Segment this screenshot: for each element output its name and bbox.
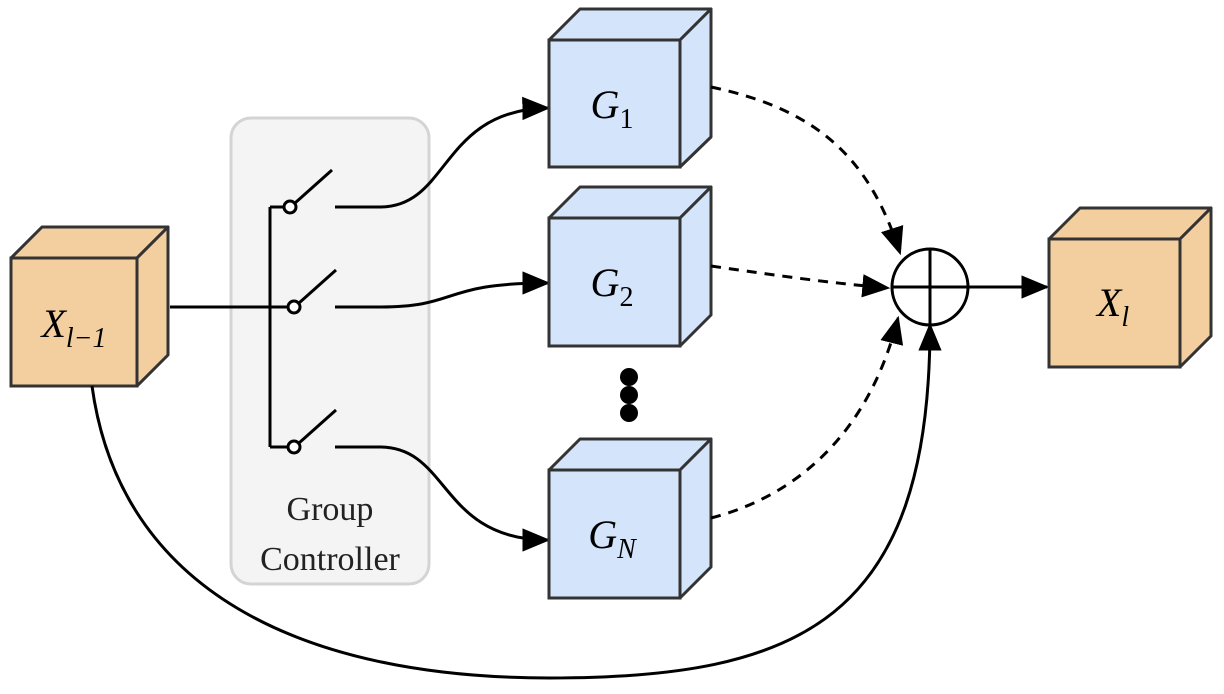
group-2-label: G2 [591, 260, 634, 313]
controller-label-line1: Group [287, 491, 374, 528]
arrow-to-group-n [335, 445, 551, 552]
controller-label-line2: Controller [260, 541, 400, 578]
switch-1-icon [282, 168, 333, 215]
skip-connection-arrow [90, 322, 942, 680]
input-cube [9, 225, 170, 388]
output-cube [1047, 206, 1213, 369]
group-controller-panel [229, 116, 431, 586]
input-cube-label: Xl−1 [39, 301, 106, 354]
dashed-arrow-group-n [710, 315, 904, 520]
switch-3-icon [286, 408, 337, 455]
group-2-cube [547, 185, 713, 348]
arrow-to-group-2 [335, 271, 551, 309]
arrow-to-group-1 [335, 96, 551, 209]
group-n-cube [547, 437, 713, 600]
group-1-cube [547, 7, 713, 169]
output-cube-label: Xl [1095, 280, 1129, 333]
group-n-label: GN [588, 512, 637, 565]
dashed-arrow-group-1 [710, 85, 904, 256]
dashed-arrow-group-2 [710, 264, 891, 298]
group-1-label: G1 [591, 82, 634, 135]
circled-plus-icon [890, 247, 970, 327]
vertical-dots-icon [620, 368, 638, 422]
switch-2-icon [286, 268, 337, 315]
